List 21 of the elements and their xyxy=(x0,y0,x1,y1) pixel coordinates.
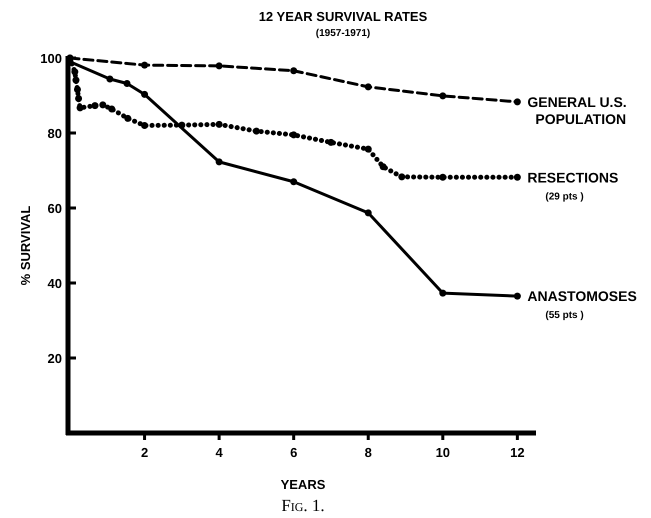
y-tick-label: 100 xyxy=(40,51,62,66)
caption: Fig. 1. xyxy=(281,496,325,515)
x-tick-label: 12 xyxy=(510,445,525,460)
series-label: ANASTOMOSES xyxy=(527,288,637,304)
series-label: RESECTIONS xyxy=(527,169,618,186)
y-tick-label: 60 xyxy=(48,201,62,216)
text: (29 pts ) xyxy=(545,191,584,202)
x-tick-label: 8 xyxy=(364,445,372,460)
x-tick-label: 6 xyxy=(290,445,298,460)
x-tick-label: 10 xyxy=(436,445,450,460)
chart-subtitle: (1957-1971) xyxy=(316,28,370,39)
y-tick-label: 40 xyxy=(48,276,62,291)
x-tick-label: 2 xyxy=(140,445,148,460)
y-tick-label: 80 xyxy=(48,126,62,141)
text: (55 pts ) xyxy=(545,310,584,322)
x-axis-title: YEARS xyxy=(280,477,326,492)
x-tick-label: 4 xyxy=(216,445,224,460)
chart-title: 12 YEAR SURVIVAL RATES xyxy=(258,9,428,24)
y-axis-title: % SURVIVAL xyxy=(18,206,33,286)
y-tick-label: 20 xyxy=(48,351,62,366)
series-label: GENERAL U.S. POPULATION xyxy=(527,94,627,127)
